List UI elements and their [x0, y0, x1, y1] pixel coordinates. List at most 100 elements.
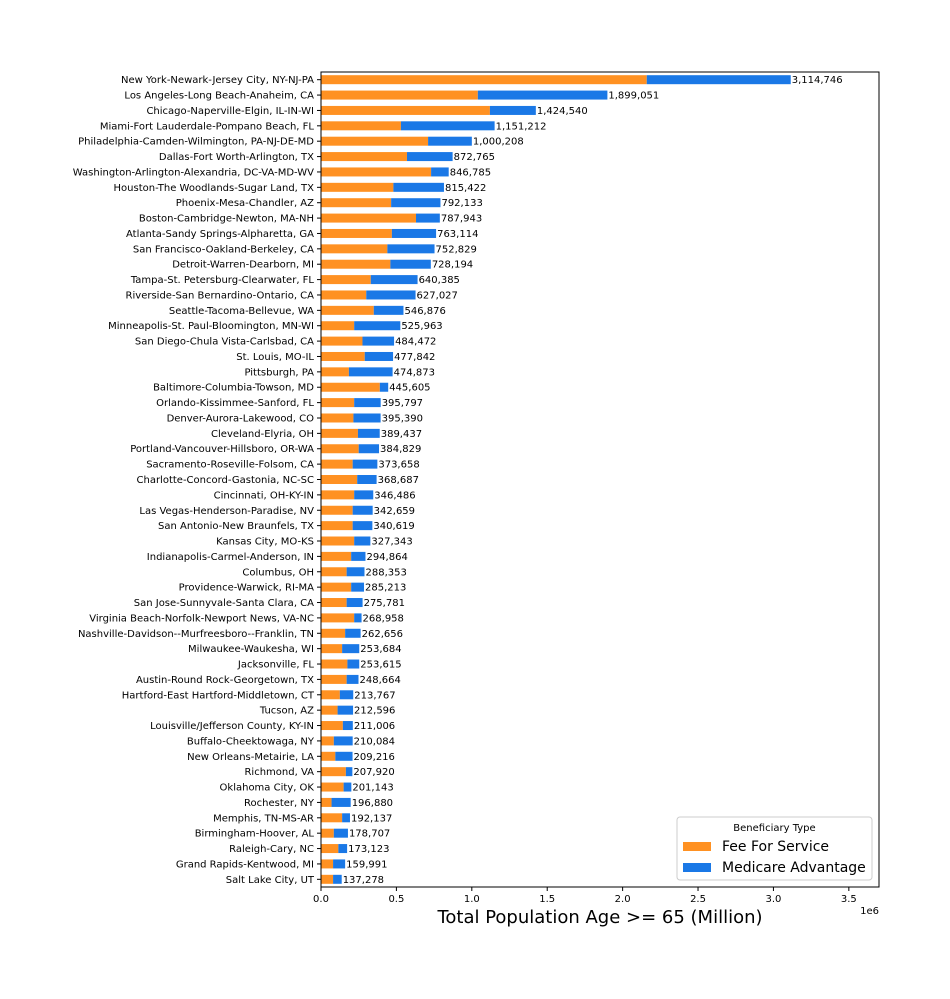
- total-value-label: 474,873: [394, 367, 435, 378]
- total-value-label: 275,781: [364, 598, 405, 609]
- bar-segment-fee-for-service: [321, 536, 355, 546]
- category-label: Virginia Beach-Norfolk-Newport News, VA-…: [89, 613, 314, 624]
- total-value-label: 253,684: [360, 644, 401, 655]
- legend-title: Beneficiary Type: [733, 823, 815, 834]
- bar-segment-fee-for-service: [321, 736, 334, 746]
- bar-segment-fee-for-service: [321, 659, 348, 669]
- category-label: Washington-Arlington-Alexandria, DC-VA-M…: [73, 167, 314, 178]
- bar-segment-medicare-advantage: [333, 736, 353, 746]
- x-tick-label: 2.5: [690, 894, 706, 905]
- total-value-label: 389,437: [381, 429, 422, 440]
- x-tick-label: 2.0: [615, 894, 631, 905]
- bar-segment-fee-for-service: [321, 644, 343, 654]
- category-label: Philadelphia-Camden-Wilmington, PA-NJ-DE…: [78, 137, 314, 148]
- bar-segment-medicare-advantage: [346, 567, 365, 577]
- category-label: Buffalo-Cheektowaga, NY: [187, 736, 315, 747]
- category-label: Tampa-St. Petersburg-Clearwater, FL: [130, 275, 315, 286]
- bar-segment-fee-for-service: [321, 121, 401, 131]
- bar-segment-medicare-advantage: [346, 674, 359, 684]
- bar-segment-medicare-advantage: [345, 628, 361, 638]
- category-label: Indianapolis-Carmel-Anderson, IN: [147, 552, 314, 563]
- total-value-label: 178,707: [349, 829, 390, 840]
- category-label: Seattle-Tacoma-Bellevue, WA: [169, 306, 314, 317]
- category-label: Tucson, AZ: [259, 706, 314, 717]
- bar-segment-medicare-advantage: [338, 844, 348, 854]
- x-axis-offset-text: 1e6: [860, 906, 879, 917]
- total-value-label: 384,829: [380, 444, 421, 455]
- bar-segment-fee-for-service: [321, 182, 394, 192]
- total-value-label: 395,797: [382, 398, 423, 409]
- bar-segment-fee-for-service: [321, 674, 347, 684]
- bar-segment-medicare-advantage: [646, 75, 791, 85]
- bar-segment-medicare-advantage: [428, 136, 472, 146]
- total-value-label: 346,486: [374, 490, 415, 501]
- bar-segment-fee-for-service: [321, 428, 358, 438]
- bar-segment-fee-for-service: [321, 290, 367, 300]
- bar-segment-medicare-advantage: [379, 382, 389, 392]
- total-value-label: 262,656: [362, 629, 403, 640]
- bar-segment-fee-for-service: [321, 336, 363, 346]
- bar-segment-fee-for-service: [321, 874, 334, 884]
- bar-segment-fee-for-service: [321, 228, 392, 238]
- total-value-label: 815,422: [445, 183, 486, 194]
- bar-segment-fee-for-service: [321, 167, 432, 177]
- x-axis-ticks: 0.0 0.5 1.0 1.5 2.0 2.5 3.0 3.5: [313, 887, 857, 905]
- bar-segment-fee-for-service: [321, 136, 429, 146]
- category-label: Las Vegas-Henderson-Paradise, NV: [139, 506, 314, 517]
- category-label: Rochester, NY: [244, 798, 315, 809]
- bar-segment-fee-for-service: [321, 813, 343, 823]
- bar-segment-fee-for-service: [321, 90, 478, 100]
- bar-segment-medicare-advantage: [358, 444, 380, 454]
- total-value-label: 477,842: [394, 352, 435, 363]
- bar-segment-medicare-advantage: [352, 459, 378, 469]
- legend-swatch: [683, 863, 711, 872]
- bar-segment-medicare-advantage: [357, 475, 377, 484]
- bar-segment-fee-for-service: [321, 382, 380, 392]
- bar-segment-medicare-advantage: [333, 859, 346, 869]
- legend-swatch: [683, 842, 711, 851]
- total-value-label: 210,084: [354, 736, 395, 747]
- bar-segment-medicare-advantage: [352, 505, 373, 515]
- category-label: Providence-Warwick, RI-MA: [179, 583, 314, 594]
- bar-segment-fee-for-service: [321, 751, 336, 761]
- category-label: Kansas City, MO-KS: [216, 537, 314, 548]
- bar-segment-medicare-advantage: [353, 413, 381, 423]
- bar-segment-fee-for-service: [321, 444, 359, 454]
- bar-segment-medicare-advantage: [416, 213, 440, 223]
- category-labels: New York-Newark-Jersey City, NY-NJ-PA Los…: [73, 75, 321, 886]
- bar-segment-medicare-advantage: [391, 198, 441, 208]
- bar-segment-fee-for-service: [321, 305, 374, 315]
- bar-segment-medicare-advantage: [354, 613, 362, 623]
- category-label: Sacramento-Roseville-Folsom, CA: [146, 460, 314, 471]
- category-label: Atlanta-Sandy Springs-Alpharetta, GA: [126, 229, 314, 240]
- bar-segment-medicare-advantage: [370, 275, 418, 285]
- bar-segment-fee-for-service: [321, 398, 355, 408]
- bar-segment-fee-for-service: [321, 213, 417, 223]
- bar-segment-medicare-advantage: [351, 551, 366, 561]
- bar-segment-medicare-advantage: [335, 751, 353, 761]
- bar-segment-fee-for-service: [321, 628, 346, 638]
- total-value-label: 373,658: [378, 460, 419, 471]
- category-label: Louisville/Jefferson County, KY-IN: [150, 721, 314, 732]
- total-value-label: 728,194: [432, 260, 473, 271]
- total-value-label: 209,216: [354, 752, 395, 763]
- category-label: St. Louis, MO-IL: [236, 352, 314, 363]
- bar-segment-medicare-advantage: [406, 152, 453, 162]
- bar-segment-medicare-advantage: [333, 874, 342, 884]
- category-label: San Jose-Sunnyvale-Santa Clara, CA: [134, 598, 314, 609]
- bar-segment-fee-for-service: [321, 321, 355, 331]
- bar-segment-fee-for-service: [321, 859, 334, 869]
- bar-segment-medicare-advantage: [331, 797, 351, 807]
- total-value-label: 627,027: [417, 290, 458, 301]
- bar-segment-fee-for-service: [321, 275, 371, 285]
- total-value-label: 787,943: [441, 214, 482, 225]
- bar-segment-medicare-advantage: [352, 521, 373, 531]
- bar-segment-medicare-advantage: [337, 705, 354, 715]
- total-value-label: 137,278: [343, 875, 384, 886]
- bar-segment-medicare-advantage: [342, 644, 360, 654]
- bar-segment-fee-for-service: [321, 521, 353, 531]
- bar-segment-fee-for-service: [321, 598, 347, 608]
- bar-segment-fee-for-service: [321, 797, 332, 807]
- category-label: Cleveland-Elyria, OH: [211, 429, 314, 440]
- bar-segment-medicare-advantage: [351, 582, 365, 592]
